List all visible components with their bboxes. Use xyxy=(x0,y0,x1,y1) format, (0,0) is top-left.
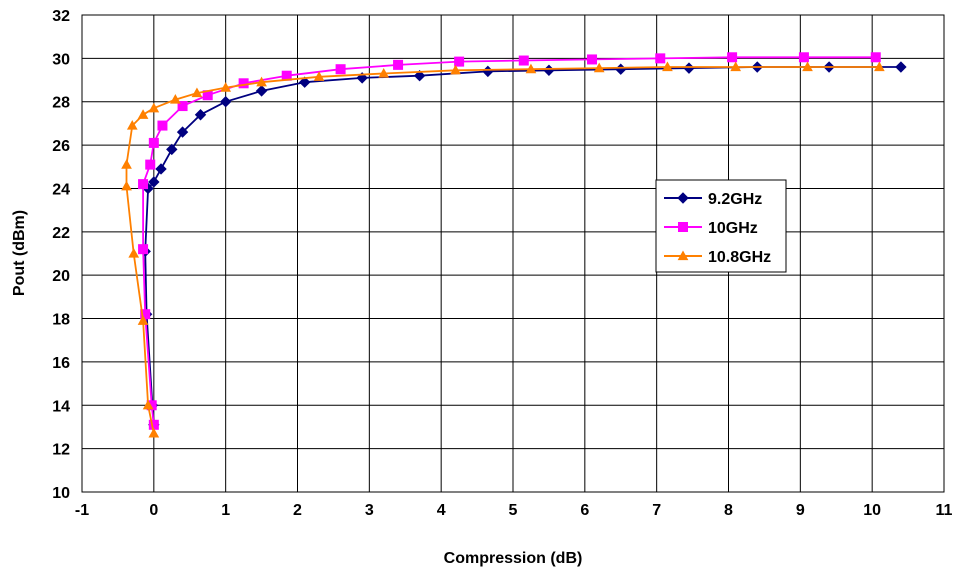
data-point xyxy=(518,55,529,66)
data-point xyxy=(166,143,178,156)
legend-label: 10GHz xyxy=(708,220,758,237)
data-point xyxy=(256,76,267,87)
data-point xyxy=(798,52,809,63)
x-tick-label: 4 xyxy=(437,502,446,519)
legend-entry: 10.8GHz xyxy=(664,249,771,266)
legend: 9.2GHz 10GHz 10.8GHz xyxy=(655,179,787,273)
data-point xyxy=(298,76,311,88)
data-point xyxy=(128,247,140,258)
y-tick-labels: 10 12 14 16 18 20 22 24 26 28 30 32 xyxy=(52,8,70,502)
data-point xyxy=(126,120,138,130)
legend-marker xyxy=(677,250,689,261)
series-10GHz xyxy=(138,52,881,430)
legend-marker xyxy=(678,222,688,232)
data-point xyxy=(142,399,154,410)
y-tick-label: 12 xyxy=(52,442,70,459)
y-tick-label: 20 xyxy=(52,268,70,285)
data-point xyxy=(177,101,188,112)
data-point xyxy=(137,109,149,119)
y-axis-label: Pout (dBm) xyxy=(11,210,28,296)
y-tick-label: 22 xyxy=(52,225,70,242)
data-point xyxy=(155,163,167,175)
data-point xyxy=(176,126,189,138)
data-point xyxy=(148,427,160,438)
series-line xyxy=(125,66,880,434)
data-point xyxy=(148,102,160,113)
series-layer xyxy=(121,52,907,438)
data-point xyxy=(525,63,537,74)
data-point xyxy=(870,52,881,63)
y-tick-label: 18 xyxy=(52,312,70,329)
data-point xyxy=(140,309,151,320)
data-point xyxy=(137,315,149,325)
data-point xyxy=(335,64,346,75)
data-point xyxy=(121,180,132,191)
x-tick-label: 2 xyxy=(293,502,302,519)
y-tick-label: 28 xyxy=(52,95,70,112)
data-point xyxy=(148,137,159,148)
legend-label: 9.2GHz xyxy=(708,191,762,208)
data-point xyxy=(413,70,426,82)
data-point xyxy=(730,61,742,72)
plot-border xyxy=(81,14,945,493)
legend-marker xyxy=(677,192,689,204)
y-tick-label: 32 xyxy=(52,8,70,25)
y-tick-label: 30 xyxy=(52,51,70,68)
legend-entry: 9.2GHz xyxy=(664,191,762,208)
data-point xyxy=(662,61,673,72)
data-point xyxy=(194,109,207,121)
x-tick-label: 7 xyxy=(652,502,661,519)
data-point xyxy=(170,94,181,104)
data-point xyxy=(895,61,907,73)
x-tick-label: -1 xyxy=(75,502,89,519)
y-tick-label: 16 xyxy=(52,355,70,372)
data-point xyxy=(874,61,885,72)
series-10.8GHz xyxy=(121,61,885,438)
data-point xyxy=(121,159,132,169)
x-tick-label: 5 xyxy=(509,502,518,519)
x-tick-label: 8 xyxy=(724,502,733,519)
x-tick-label: 6 xyxy=(580,502,589,519)
data-point xyxy=(593,62,605,73)
legend-entry: 10GHz xyxy=(664,220,758,237)
data-point xyxy=(727,52,738,63)
data-point xyxy=(145,159,156,170)
data-point xyxy=(313,71,325,81)
data-point xyxy=(454,56,465,67)
legend-label: 10.8GHz xyxy=(708,249,771,266)
data-point xyxy=(802,61,813,72)
x-tick-label: 11 xyxy=(936,502,953,519)
data-point xyxy=(191,87,203,98)
x-tick-label: 3 xyxy=(365,502,374,519)
y-tick-label: 26 xyxy=(52,138,70,155)
data-point xyxy=(450,64,461,75)
data-point xyxy=(220,82,232,92)
data-point xyxy=(157,120,168,131)
x-axis-label: Compression (dB) xyxy=(444,550,583,567)
y-tick-label: 24 xyxy=(52,181,70,198)
x-tick-labels: -1 0 1 2 3 4 5 6 7 8 9 10 11 xyxy=(75,502,953,519)
data-point xyxy=(393,59,404,70)
x-tick-label: 0 xyxy=(149,502,158,519)
y-tick-label: 14 xyxy=(52,398,70,415)
data-point xyxy=(378,68,390,78)
data-point xyxy=(255,85,268,97)
data-point xyxy=(138,244,149,255)
data-point xyxy=(655,53,666,64)
y-tick-label: 10 xyxy=(52,485,70,502)
data-point xyxy=(138,179,149,190)
data-point xyxy=(587,54,598,65)
series-line xyxy=(144,66,901,425)
x-tick-label: 10 xyxy=(863,502,881,519)
data-point xyxy=(148,176,160,188)
x-tick-label: 9 xyxy=(796,502,805,519)
x-tick-label: 1 xyxy=(221,502,230,519)
data-point xyxy=(238,78,249,89)
data-point xyxy=(219,96,232,108)
